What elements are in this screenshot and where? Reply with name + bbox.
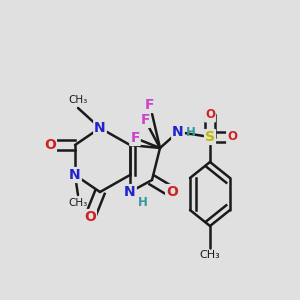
Text: O: O (227, 130, 237, 143)
Text: N: N (94, 121, 106, 135)
Text: F: F (130, 131, 140, 145)
Text: H: H (138, 196, 148, 209)
Text: O: O (44, 138, 56, 152)
Text: N: N (69, 168, 81, 182)
Text: O: O (84, 210, 96, 224)
Text: N: N (172, 125, 184, 139)
Text: F: F (140, 113, 150, 127)
Text: O: O (166, 185, 178, 199)
Text: N: N (124, 185, 136, 199)
Text: S: S (205, 130, 215, 144)
Text: CH₃: CH₃ (68, 95, 88, 105)
Text: F: F (145, 98, 155, 112)
Text: CH₃: CH₃ (200, 250, 220, 260)
Text: CH₃: CH₃ (68, 198, 88, 208)
Text: O: O (205, 109, 215, 122)
Text: H: H (186, 125, 196, 139)
